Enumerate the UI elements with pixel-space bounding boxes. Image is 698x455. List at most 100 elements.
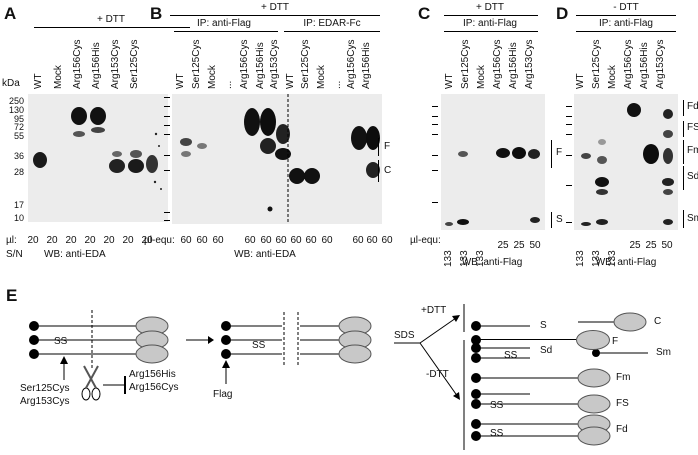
species-label-sd: Sd [540,345,553,356]
amount: 60 [305,235,317,246]
panel-d-condition: - DTT [613,2,639,13]
panel-a-lane-label: Mock [53,65,64,89]
panel-a-lane-label: Arg156Cys [72,39,83,89]
panel-a-condition-rule [34,27,190,28]
ss-label: SS [252,340,266,351]
panel-b-footer: WB: anti-EDA [234,249,296,260]
trimer-left [29,310,169,401]
sds-label: SDS [394,330,415,341]
species-label-fs: FS [616,398,629,409]
amount: 25 [513,240,525,251]
amount: 20 [122,235,134,246]
ss-label: SS [54,336,68,347]
flag-label: Flag [213,389,233,400]
mw-tick [164,134,170,135]
panel-d-lane-label: Arg156His [639,42,650,89]
amount: 25 [645,240,657,251]
mw-marker: 55 [13,131,24,141]
amount: 25 [497,240,509,251]
panel-a-lane-label: WT [33,73,44,89]
mw-tick [566,116,572,117]
panel-a-condition: + DTT [96,14,126,25]
ss-label: SS [490,428,504,439]
panel-c-condition-rule [444,15,538,16]
panel-d-blot [574,94,678,230]
amount: 20 [65,235,77,246]
bracket-sd [683,166,684,190]
panel-c-ip: IP: anti-Flag [463,18,517,29]
panel-a-lane-label: Ser125Cys [129,39,140,89]
panel-c-lane-label: Arg156His [508,42,519,89]
panel-c-blot [441,94,545,230]
panel-c-lane-label: Mock [476,65,487,89]
amount: 60 [352,235,364,246]
f-chain-line [472,339,576,340]
mw-tick [164,212,170,213]
side-label-c: C [384,165,392,176]
panel-b-ip-left: IP: anti-Flag [197,18,251,29]
panel-b-lane-label: Arg156His [255,42,266,89]
mw-tick [432,106,438,107]
amount: 60 [366,235,378,246]
bracket-fm [683,140,684,164]
panel-c-lane-label: Arg153Cys [524,39,535,89]
amount: 60 [290,235,302,246]
mw-marker: 17 [13,200,24,210]
mutations-right: Arg156His Arg156Cys [129,369,179,393]
amount: 20 [46,235,58,246]
panel-a-footer-left: S/N [6,249,23,260]
amount: 20 [103,235,115,246]
panel-b-lane-label: Arg156Cys [346,39,357,89]
mw-tick [164,155,170,156]
panel-c-condition: + DTT [475,2,505,13]
panel-a-kda-label: kDa [2,78,20,89]
mw-tick [164,116,170,117]
panel-b-lane-label: Ser125Cys [191,39,202,89]
side-label-fm: Fm [687,145,698,156]
species-label-f: F [612,336,619,347]
panel-b-ip-right: IP: EDAR-Fc [303,18,361,29]
side-label-fd: Fd [687,101,698,112]
side-label-f: F [384,141,391,152]
ss-label: SS [504,350,518,361]
panel-d-lane-label: Mock [607,65,618,89]
amount: 60 [212,235,224,246]
panel-c-lane-label: WT [444,73,455,89]
panel-d-condition-rule [576,15,676,16]
panel-c-amount-prefix: µl-equ: [410,235,441,246]
panel-b-amount-prefix: µl-equ: [144,235,175,246]
mw-marker: 10 [13,213,24,223]
mw-tick [164,97,170,98]
panel-b-letter: B [150,4,163,23]
side-label-s: S [556,214,563,225]
amount: 60 [196,235,208,246]
panel-b-lane-label: ... [332,80,343,89]
panel-e-schematic [29,304,648,450]
panel-b-lane-label: Mock [316,65,327,89]
panel-b-lane-label: WT [285,73,296,89]
mw-marker: 72 [13,122,24,132]
panel-b-lane-label: ... [223,80,234,89]
mw-tick [566,134,572,135]
f-chain-ectodomain [576,330,610,350]
side-label-sd: Sd [687,171,698,182]
panel-c-lane-label: Arg156Cys [492,39,503,89]
panel-c-ip-rule [444,31,538,32]
mw-tick [432,155,438,156]
species-label-sm: Sm [656,347,671,358]
panel-d-footer: WB: anti-Flag [595,257,657,268]
panel-b-lane-label: Mock [207,65,218,89]
mw-tick [432,202,438,203]
amount: 25 [629,240,641,251]
panel-b-lane-label: Arg156His [361,42,372,89]
panel-c-letter: C [418,4,431,23]
mw-tick [566,155,572,156]
mw-tick [164,125,170,126]
mw-tick [432,170,438,171]
mw-marker: 250 [8,96,24,106]
amount: 60 [244,235,256,246]
mw-tick [164,170,170,171]
mw-tick [566,222,572,223]
panel-b-lane-label: Ser125Cys [300,39,311,89]
panel-d-lane-label: WT [575,73,586,89]
